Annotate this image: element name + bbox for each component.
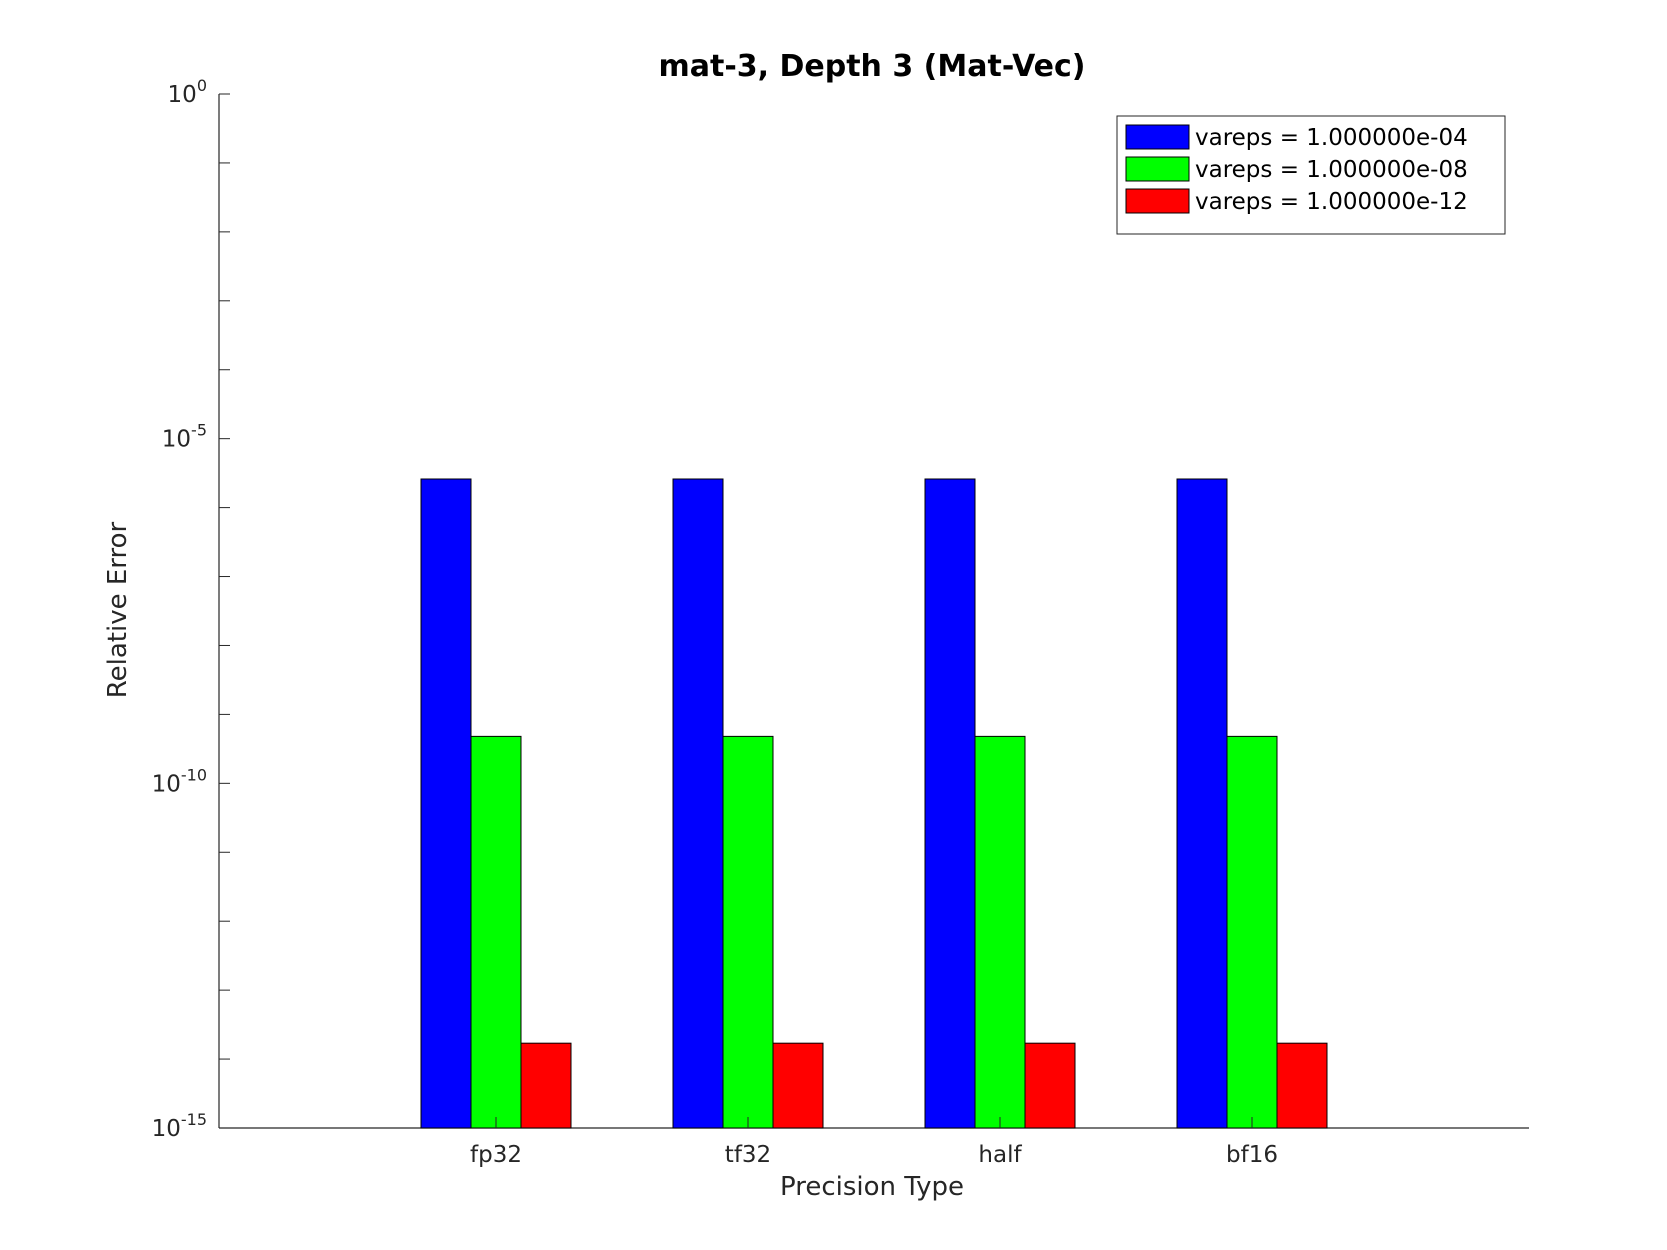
- bar-fp32-series-1: [420, 478, 472, 1129]
- x-tick-label-tf32: tf32: [725, 1142, 771, 1168]
- bar-tf32-series-1: [672, 478, 724, 1129]
- y-tick-label: 10-15: [152, 1110, 207, 1142]
- legend-label: vareps = 1.000000e-04: [1195, 125, 1468, 151]
- y-tick-label: 100: [168, 76, 207, 108]
- bar-half-series-1: [924, 478, 976, 1129]
- legend: vareps = 1.000000e-04 vareps = 1.000000e-…: [1116, 115, 1506, 235]
- bar-bf16-series-2: [1226, 735, 1278, 1129]
- bar-tf32-series-2: [722, 735, 774, 1129]
- bar-fp32-series-2: [470, 735, 522, 1129]
- legend-label: vareps = 1.000000e-12: [1195, 189, 1468, 215]
- bar-tf32-series-3: [772, 1042, 824, 1129]
- bar-bf16-series-1: [1176, 478, 1228, 1129]
- plot-area: 100 10-5 10-10 10-15 fp32 tf32 half bf16: [152, 76, 1529, 1168]
- bar-half-series-3: [1024, 1042, 1076, 1129]
- legend-swatch: [1125, 124, 1190, 150]
- y-axis-label: Relative Error: [103, 521, 133, 698]
- x-tick-label-half: half: [978, 1142, 1022, 1168]
- bar-fp32-series-3: [520, 1042, 572, 1129]
- y-tick-label: 10-10: [152, 765, 207, 797]
- bar-bf16-series-3: [1276, 1042, 1328, 1129]
- y-tick-label: 10-5: [162, 421, 207, 453]
- x-tick-label-bf16: bf16: [1226, 1142, 1278, 1168]
- legend-swatch: [1125, 188, 1190, 214]
- legend-swatch: [1125, 156, 1190, 182]
- chart-title: mat-3, Depth 3 (Mat-Vec): [658, 49, 1085, 84]
- x-axis-label: Precision Type: [780, 1172, 964, 1202]
- bar-half-series-2: [974, 735, 1026, 1129]
- legend-label: vareps = 1.000000e-08: [1195, 157, 1468, 183]
- x-tick-label-fp32: fp32: [470, 1142, 522, 1168]
